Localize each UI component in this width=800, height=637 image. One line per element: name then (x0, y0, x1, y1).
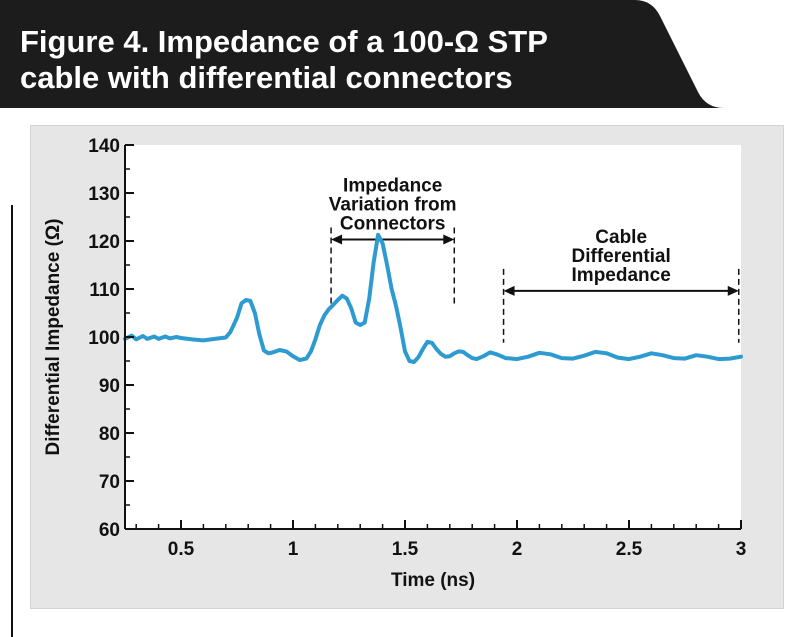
annotation-text-backdrop (553, 245, 689, 266)
y-tick-label: 90 (99, 376, 120, 397)
annotation-arrowhead-left (331, 234, 343, 245)
y-tick-label: 140 (88, 136, 120, 157)
x-tick-label: 2.5 (616, 539, 643, 560)
x-axis-label: Time (ns) (391, 570, 475, 591)
x-tick-label: 1.5 (392, 539, 419, 560)
y-tick-label: 80 (99, 424, 120, 445)
y-axis: 60 70 80 90 100 110 120 130 140 (88, 136, 134, 541)
y-tick-label: 100 (88, 328, 120, 349)
annotation-label: Connectors (340, 214, 446, 235)
x-tick-label: 1 (288, 539, 299, 560)
figure-title-line-1: Figure 4. Impedance of a 100-Ω STP (20, 24, 548, 59)
annotation-label: Impedance (572, 265, 671, 286)
annotation-text-backdrop (569, 264, 673, 285)
figure-title-line-2: cable with differential connectors (20, 60, 513, 95)
y-tick-label: 130 (88, 184, 120, 205)
x-tick-label: 2 (512, 539, 523, 560)
x-tick-label: 0.5 (168, 539, 195, 560)
banner-shape (0, 0, 724, 108)
left-rule (11, 205, 13, 637)
y-tick-label: 110 (89, 280, 120, 301)
y-tick-label: 60 (99, 520, 120, 541)
annotation-text-backdrop (590, 226, 653, 247)
annotation-label: Cable (595, 227, 647, 248)
annotation-text-backdrop (314, 194, 471, 215)
x-axis: 0.5 1 1.5 2 2.5 3 (125, 520, 746, 560)
x-tick-label: 3 (736, 539, 747, 560)
y-axis-label: Differential Impedance (Ω) (43, 219, 64, 456)
title-banner (0, 0, 724, 108)
y-tick-label: 70 (99, 472, 120, 493)
annotation-arrowhead-left (503, 285, 515, 296)
annotation-text-backdrop (335, 213, 450, 234)
annotation-arrowhead-right (727, 285, 739, 296)
annotation-label: Differential (572, 246, 671, 267)
annotation-text-backdrop (340, 175, 445, 196)
annotation-label: Impedance (343, 176, 442, 197)
figure-title: Figure 4. Impedance of a 100-Ω STP cable… (20, 24, 548, 96)
annotation-label: Variation from (329, 195, 457, 216)
impedance-series-line (123, 232, 743, 364)
annotation-arrowhead-right (443, 234, 455, 245)
y-tick-label: 120 (88, 232, 120, 253)
